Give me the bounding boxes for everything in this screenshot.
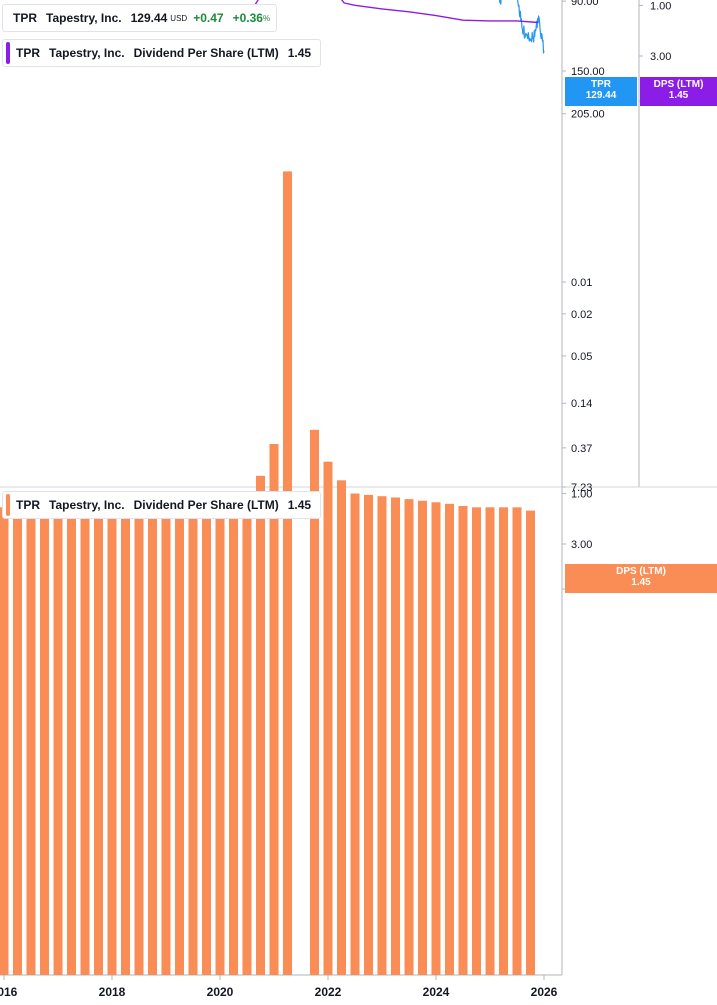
dps-bar	[418, 500, 427, 975]
legend-currency: USD	[170, 13, 188, 23]
legend-tpr-price[interactable]: TPR Tapestry, Inc. 129.44 USD +0.47 +0.3…	[2, 4, 278, 32]
price-tag-label: DPS (LTM)	[616, 566, 666, 577]
dps-bar	[53, 507, 63, 975]
dps-ltm-line	[4, 0, 539, 24]
dps-bar	[148, 507, 157, 975]
legend-ticker: TPR	[16, 498, 40, 512]
price-tag-dps-bottom: DPS (LTM) 1.45	[565, 564, 717, 593]
dps-bar	[0, 507, 9, 975]
price-tick-label: 90.00	[571, 0, 599, 8]
legend-company: Tapestry, Inc.	[46, 11, 122, 25]
price-tag-dps-top: DPS (LTM) 1.45	[640, 77, 717, 106]
legend-pct-sign: %	[262, 13, 271, 23]
bar-tick-label: 0.01	[571, 277, 592, 289]
dps-bar	[431, 502, 441, 975]
bar-tick-label: 1.00	[571, 489, 592, 501]
legend-swatch-purple	[6, 42, 10, 64]
legend-price: 129.44	[130, 11, 168, 25]
dps-bar	[134, 507, 144, 975]
dps-bar	[188, 507, 198, 975]
bar-tick-label: 0.02	[571, 309, 592, 321]
dps-bar-series	[0, 171, 535, 976]
time-tick-label: 2018	[99, 985, 126, 999]
dps-bar	[350, 493, 360, 975]
price-tick-label: 150.00	[571, 66, 605, 78]
price-tag-value: 1.45	[668, 90, 689, 101]
dps-bar	[175, 507, 184, 975]
dps-bar	[202, 507, 211, 975]
dps-bar	[26, 507, 36, 975]
dps-bar	[391, 497, 400, 975]
price-tag-label: DPS (LTM)	[653, 79, 704, 90]
legend-company: Tapestry, Inc.	[49, 46, 125, 60]
dps-bar	[310, 429, 319, 975]
price-tick-label: 7.23	[571, 482, 592, 494]
legend-swatch-orange	[6, 494, 10, 516]
time-tick-label: 2022	[315, 985, 342, 999]
dps-bar	[499, 507, 508, 975]
legend-metric: Dividend Per Share (LTM)	[133, 498, 279, 512]
legend-dps-bottom[interactable]: TPR Tapestry, Inc. Dividend Per Share (L…	[2, 491, 322, 519]
dps-bar	[256, 475, 265, 975]
line-series-group	[4, 0, 545, 54]
dps-bar	[323, 461, 333, 976]
time-tick-label: 2024	[423, 985, 450, 999]
dps-bar	[445, 503, 454, 975]
legend-value: 1.45	[287, 46, 312, 60]
bar-tick-label: 3.00	[571, 539, 592, 551]
dps-bar	[337, 480, 346, 975]
legend-ticker: TPR	[16, 46, 40, 60]
dps-bar	[67, 507, 76, 975]
dps-bar	[512, 507, 522, 975]
price-tag-label: TPR	[591, 79, 611, 90]
dps-bar	[404, 499, 414, 975]
price-tag-value: 1.45	[631, 577, 651, 588]
dps-bar	[364, 494, 373, 975]
legend-change-pct: +0.36	[232, 11, 263, 25]
dps-bar	[94, 507, 103, 975]
dps-bar	[121, 507, 130, 975]
time-tick-label: 2020	[207, 985, 234, 999]
dps-tick-label: 3.00	[650, 51, 671, 63]
bar-tick-label: 0.37	[571, 443, 592, 455]
price-tag-tpr: TPR 129.44	[565, 77, 637, 106]
dps-bar	[80, 507, 90, 975]
legend-change: +0.47	[193, 11, 224, 25]
bar-tick-label: 0.14	[571, 398, 592, 410]
dps-bar	[526, 510, 535, 975]
dps-bar	[458, 505, 468, 975]
dps-bar	[229, 507, 238, 975]
legend-dps-top[interactable]: TPR Tapestry, Inc. Dividend Per Share (L…	[2, 39, 322, 67]
time-tick-label: 2016	[0, 985, 18, 999]
bar-tick-label: 0.05	[571, 351, 592, 363]
dps-bar	[215, 507, 225, 975]
dps-bar	[40, 507, 49, 975]
dps-bar	[485, 507, 495, 975]
legend-ticker: TPR	[13, 11, 37, 25]
dps-bar	[377, 496, 387, 975]
price-tick-label: 205.00	[571, 109, 605, 121]
legend-company: Tapestry, Inc.	[49, 498, 125, 512]
dps-bar	[107, 507, 117, 975]
dps-bar	[161, 507, 171, 975]
dps-bar	[13, 507, 22, 975]
legend-metric: Dividend Per Share (LTM)	[133, 46, 279, 60]
time-tick-label: 2026	[531, 985, 558, 999]
price-tag-value: 129.44	[585, 90, 617, 101]
dps-bar	[283, 171, 292, 975]
dps-bar	[242, 493, 252, 975]
legend-value: 1.45	[287, 498, 312, 512]
dps-bar	[472, 507, 481, 975]
dps-tick-label: 1.00	[650, 0, 671, 12]
dps-bar	[269, 443, 279, 976]
